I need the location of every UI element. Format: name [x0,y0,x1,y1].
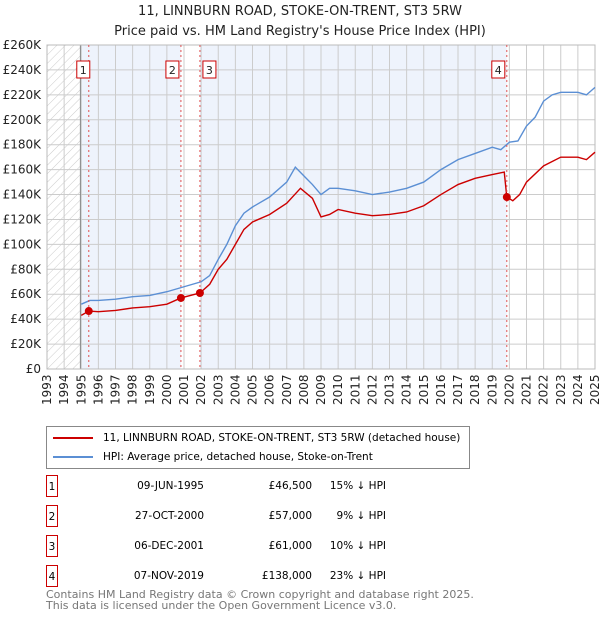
x-tick-label: 1997 [109,374,123,405]
sale-point [176,293,185,302]
subtitle-line: Price paid vs. HM Land Registry's House … [114,24,486,39]
x-tick-label: 1994 [57,374,71,405]
y-tick-label: £80K [10,262,42,276]
legend-label: HPI: Average price, detached house, Stok… [103,451,373,463]
x-tick-label: 2017 [451,374,465,405]
x-tick-label: 2014 [400,374,414,405]
sale-number: 1 [46,475,58,497]
sale-price: £46,500 [268,480,312,492]
x-tick-label: 2000 [160,374,174,405]
y-tick-label: £240K [3,63,43,77]
x-tick-label: 2025 [588,374,600,405]
sale-hpi-diff: 15% ↓ HPI [329,480,386,492]
x-tick-label: 2004 [228,374,242,405]
x-tick-label: 1993 [40,374,54,405]
x-tick-label: 1996 [91,374,105,405]
legend-swatch-blue [53,456,93,458]
x-tick-label: 2001 [177,374,191,405]
y-tick-label: £260K [3,38,43,52]
sale-date: 07-NOV-2019 [133,570,204,582]
x-tick-label: 2008 [297,374,311,405]
sale-point [195,288,204,297]
x-tick-label: 2006 [263,374,277,405]
series-line [80,151,596,317]
sale-price: £138,000 [261,570,312,582]
sale-number: 2 [46,505,58,527]
x-tick-label: 2005 [246,374,260,405]
x-tick-label: 1998 [126,374,140,405]
sale-label-box [202,60,217,79]
x-tick-label: 2018 [468,374,482,405]
y-tick-label: £220K [3,88,43,102]
chart-title: 11, LINNBURN ROAD, STOKE-ON-TRENT, ST3 5… [0,2,600,42]
x-tick-label: 2015 [417,374,431,405]
x-tick-label: 2003 [211,374,225,405]
series-line [80,86,596,305]
x-tick-label: 2013 [383,374,397,405]
y-tick-label: £160K [3,163,43,177]
ownership-shade [199,45,507,369]
title-line: 11, LINNBURN ROAD, STOKE-ON-TRENT, ST3 5… [138,4,462,19]
y-tick-label: £0 [26,362,41,376]
sale-point [84,307,93,316]
x-tick-label: 2011 [348,374,362,405]
y-tick-label: £120K [3,212,43,226]
sale-label: 3 [206,64,213,77]
x-tick-label: 2012 [365,374,379,405]
sale-label-box [76,60,91,79]
y-tick-label: £180K [3,138,43,152]
sale-hpi-diff: 10% ↓ HPI [329,540,386,552]
footer: Contains HM Land Registry data © Crown c… [46,589,474,611]
sale-price: £57,000 [268,510,312,522]
x-tick-label: 2007 [280,374,294,405]
y-tick-label: £40K [10,312,42,326]
sale-date: 27-OCT-2000 [135,510,204,522]
x-tick-label: 2019 [485,374,499,405]
y-tick-label: £200K [3,113,43,127]
sale-number: 4 [46,565,58,587]
sale-label: 2 [169,64,176,77]
legend-label: 11, LINNBURN ROAD, STOKE-ON-TRENT, ST3 5… [103,432,461,444]
plot-frame [46,44,596,370]
sale-hpi-diff: 23% ↓ HPI [329,570,386,582]
sale-row: 4 07-NOV-2019 £138,000 23% ↓ HPI [46,565,386,587]
sale-date: 06-DEC-2001 [134,540,204,552]
x-tick-label: 2024 [571,374,585,405]
sale-label: 1 [80,64,87,77]
chart-svg: £0 £20K £40K £60K £80K £100K £120K £140K £160K £1… [3,38,600,405]
x-tick-label: 2009 [314,374,328,405]
sale-number: 3 [46,535,58,557]
sale-hpi-diff: 9% ↓ HPI [336,510,386,522]
legend: 11, LINNBURN ROAD, STOKE-ON-TRENT, ST3 5… [46,426,470,469]
y-tick-label: £140K [3,188,43,202]
x-tick-label: 1999 [143,374,157,405]
footer-line: This data is licensed under the Open Gov… [46,599,397,612]
sale-row: 2 27-OCT-2000 £57,000 9% ↓ HPI [46,505,386,527]
sale-label-box [491,60,506,79]
legend-item-hpi: HPI: Average price, detached house, Stok… [53,451,373,463]
sale-price: £61,000 [268,540,312,552]
sale-point [502,193,511,202]
x-tick-label: 2002 [194,374,208,405]
y-tick-label: £60K [10,287,42,301]
sale-date: 09-JUN-1995 [137,480,204,492]
legend-item-property: 11, LINNBURN ROAD, STOKE-ON-TRENT, ST3 5… [53,432,460,444]
y-tick-label: £100K [3,237,43,251]
x-tick-label: 2010 [331,374,345,405]
x-tick-label: 2022 [537,374,551,405]
ownership-shade [80,45,181,369]
sale-row: 1 09-JUN-1995 £46,500 15% ↓ HPI [46,475,386,497]
footer-line: Contains HM Land Registry data © Crown c… [46,588,474,601]
sale-label-box [165,60,180,79]
x-tick-label: 2020 [502,374,516,405]
legend-swatch-red [53,437,93,439]
y-tick-label: £20K [10,337,42,351]
sale-label: 4 [495,64,502,77]
x-tick-label: 2023 [554,374,568,405]
x-tick-label: 1995 [74,374,88,405]
x-tick-label: 2016 [434,374,448,405]
sale-row: 3 06-DEC-2001 £61,000 10% ↓ HPI [46,535,386,557]
x-tick-label: 2021 [520,374,534,405]
